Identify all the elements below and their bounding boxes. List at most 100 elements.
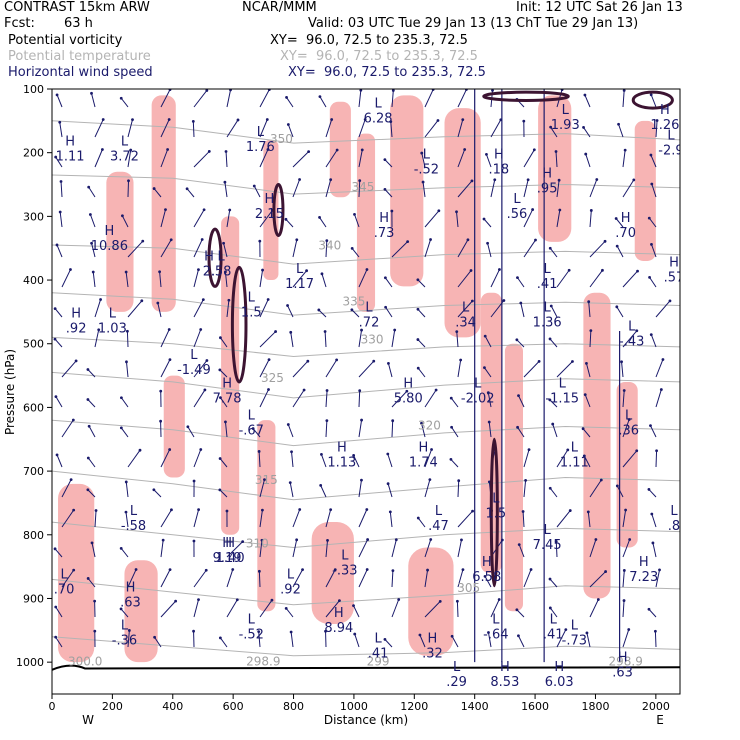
theta-label-11: 298.9 [246,654,280,668]
wind-arrowhead-234 [257,450,261,453]
x-axis-east-label: E [656,713,664,727]
wind-arrowhead-118 [197,268,200,272]
wind-arrow-232 [193,449,202,468]
extremum-type-61: L [670,504,678,519]
wind-arrow-280 [522,511,525,528]
wind-arrow-301 [589,539,597,558]
wind-arrowhead-19 [58,120,62,124]
wind-arrow-137 [193,299,204,318]
wind-arrowhead-277 [416,516,420,520]
wind-arrow-199 [358,390,361,408]
extremum-value-31: .41 [368,646,389,661]
wind-arrowhead-166 [515,338,519,342]
wind-arrowhead-185 [537,359,541,363]
wind-arrowhead-287 [119,546,123,550]
wind-arrowhead-117 [158,270,161,274]
wind-arrowhead-213 [186,425,190,429]
wind-arrow-103 [325,240,328,258]
wind-arrowhead-126 [469,269,473,272]
wind-arrow-312 [325,569,336,588]
wind-arrowhead-348 [257,630,261,634]
wind-arrowhead-301 [594,538,598,541]
wind-arrow-327 [193,599,199,618]
wind-arrowhead-51 [485,153,488,156]
wind-arrow-124 [384,277,393,288]
wind-arrowhead-221 [450,425,454,429]
wind-arrow-248 [87,489,96,498]
theta-label-5: 325 [261,371,284,385]
wind-arrow-73 [589,179,598,198]
wind-arrow-44 [259,149,269,168]
wind-arrow-75 [651,183,657,198]
wind-arrowhead-323 [54,605,58,609]
wind-arrow-112 [616,245,624,258]
extremum-type-41: H [542,167,552,182]
wind-arrow-134 [94,299,102,318]
x-tick-label-400: 400 [162,700,183,713]
wind-arrow-219 [391,420,394,438]
wind-arrow-250 [153,489,162,498]
wind-arrow-229 [87,457,96,468]
wind-arrow-231 [160,449,171,468]
wind-arrow-256 [358,480,362,498]
extremum-value-1: 3.72 [110,150,139,165]
wind-arrow-171 [61,360,77,378]
wind-arrow-168 [589,330,592,348]
wind-arrow-63 [253,185,261,198]
wind-speed-shading-14 [408,547,454,656]
wind-arrow-358 [586,632,591,648]
extremum-type-21: L [248,612,256,627]
wind-arrowhead-271 [225,509,229,513]
wind-arrowhead-355 [487,631,490,634]
wind-arrow-97 [127,240,144,258]
wind-arrow-300 [555,541,558,558]
wind-arrow-317 [484,576,492,588]
wind-arrow-174 [160,359,171,378]
wind-arrowhead-257 [386,482,390,486]
wind-arrow-210 [88,425,96,438]
wind-arrowhead-199 [358,389,362,393]
wind-arrowhead-252 [218,488,222,492]
extremum-value-58: 1.26 [650,118,679,133]
theta-label-7: 315 [255,473,278,487]
wind-arrow-95 [56,244,63,258]
wind-arrowhead-205 [548,398,552,402]
x-tick-label-800: 800 [283,700,304,713]
wind-arrow-10 [391,90,394,108]
wind-arrowhead-266 [72,508,76,512]
wind-arrow-26 [287,124,294,138]
x-tick-label-1400: 1400 [461,700,489,713]
wind-arrowhead-346 [192,629,195,633]
wind-arrow-187 [585,363,591,378]
wind-arrow-206 [584,394,591,408]
wind-arrowhead-225 [581,427,585,431]
theta-contour-330 [52,336,680,358]
wind-arrowhead-56 [649,153,653,157]
wind-arrow-321 [622,570,625,588]
wind-arrow-5 [226,89,232,108]
wind-speed-shading-13 [311,522,354,624]
wind-arrowhead-159 [289,330,293,334]
wind-arrow-303 [652,542,657,558]
wind-arrowhead-81 [228,208,232,212]
wind-arrowhead-303 [651,541,655,545]
extremum-type-3: H [71,307,81,322]
wind-arrow-347 [219,637,228,648]
extremum-type-52: L [625,409,633,424]
wind-arrow-70 [490,179,496,198]
wind-arrowhead-9 [359,89,363,92]
wind-arrow-202 [450,397,459,408]
wind-arrow-136 [157,302,162,318]
wind-arrow-3 [160,89,171,108]
wind-arrowhead-187 [585,361,588,365]
wind-arrow-166 [516,339,525,348]
theta-contour-345 [52,174,680,195]
wind-arrowhead-201 [434,388,438,392]
wind-arrow-296 [424,539,432,558]
extremum-value-30: 8.94 [324,621,353,636]
wind-arrow-274 [325,509,332,528]
wind-arrow-207 [622,390,625,408]
wind-arrowhead-113 [650,242,653,246]
wind-arrowhead-334 [438,600,442,603]
wind-arrowhead-30 [436,119,440,122]
